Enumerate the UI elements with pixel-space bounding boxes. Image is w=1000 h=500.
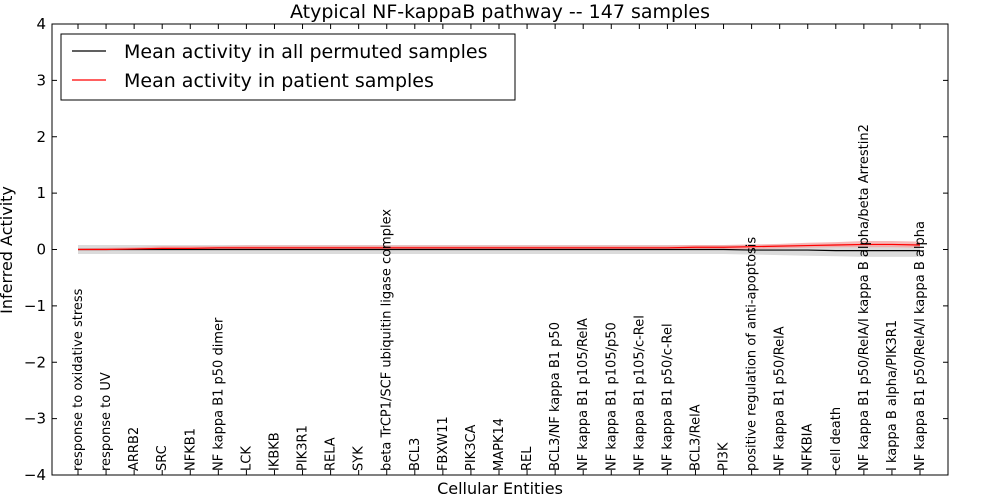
legend-label-patient: Mean activity in patient samples [124,70,434,92]
category-label: NF kappa B1 p105/c-Rel [632,315,647,471]
y-tick-label: 0 [36,241,46,259]
category-label: BCL3/NF kappa B1 p50 [548,322,563,471]
category-label: NF kappa B1 p50 dimer [211,317,226,471]
category-label: PIK3R1 [296,425,311,471]
y-tick-label: 4 [36,15,46,33]
category-label: response to UV [99,372,114,471]
category-label: response to oxidative stress [71,288,86,471]
line-series-0 [78,248,920,252]
category-label: NF kappa B1 p105/RelA [576,318,591,471]
y-tick-label: 1 [36,184,46,202]
x-axis-title: Cellular Entities [437,479,563,498]
category-label: IKBKB [267,432,282,471]
category-label: SYK [352,446,367,471]
y-tick-label: 3 [36,71,46,89]
chart-title: Atypical NF-kappaB pathway -- 147 sample… [290,1,710,23]
category-label: REL [520,446,535,471]
category-label: positive regulation of anti-apoptosis [745,237,760,471]
y-tick-label: −3 [24,410,46,428]
series-lines [78,243,921,252]
y-tick-label: −1 [24,297,46,315]
category-label: RELA [324,437,339,471]
category-labels: response to oxidative stress response to … [71,124,928,471]
category-label: NFKBIA [801,424,816,471]
category-label: PI3K [717,442,732,471]
y-axis: −4 −3 −2 −1 0 1 2 3 4 [24,15,948,484]
category-label: NF kappa B1 p50/RelA/I kappa B alpha/bet… [857,124,872,471]
category-label: NF kappa B1 p50/c-Rel [660,323,675,471]
category-label: NF kappa B1 p105/p50 [604,322,619,471]
category-label: FBXW11 [436,416,451,471]
category-label: NF kappa B1 p50/RelA/I kappa B alpha [913,221,928,471]
category-label: LCK [239,446,254,471]
category-label: cell death [829,407,844,471]
x-axis [77,24,921,475]
line-series-1 [78,243,921,251]
category-label: I kappa B alpha/PIK3R1 [885,320,900,471]
category-label: MAPK14 [492,418,507,471]
y-tick-label: −4 [24,466,46,484]
legend: Mean activity in all permuted samples Me… [60,33,516,101]
category-label: SRC [155,445,170,471]
legend-label-permuted: Mean activity in all permuted samples [124,41,487,63]
y-tick-label: −2 [24,353,46,371]
category-label: PIK3CA [464,424,479,471]
y-axis-title: Inferred Activity [0,186,16,314]
category-label: beta TrCP1/SCF ubiquitin ligase complex [380,209,395,471]
legend-frame [60,33,516,101]
y-tick-label: 2 [36,128,46,146]
category-label: BCL3 [408,438,423,471]
category-label: NF kappa B1 p50/RelA [773,326,788,471]
category-label: NFKB1 [183,428,198,471]
category-label: ARRB2 [127,427,142,471]
category-label: BCL3/RelA [688,404,703,471]
